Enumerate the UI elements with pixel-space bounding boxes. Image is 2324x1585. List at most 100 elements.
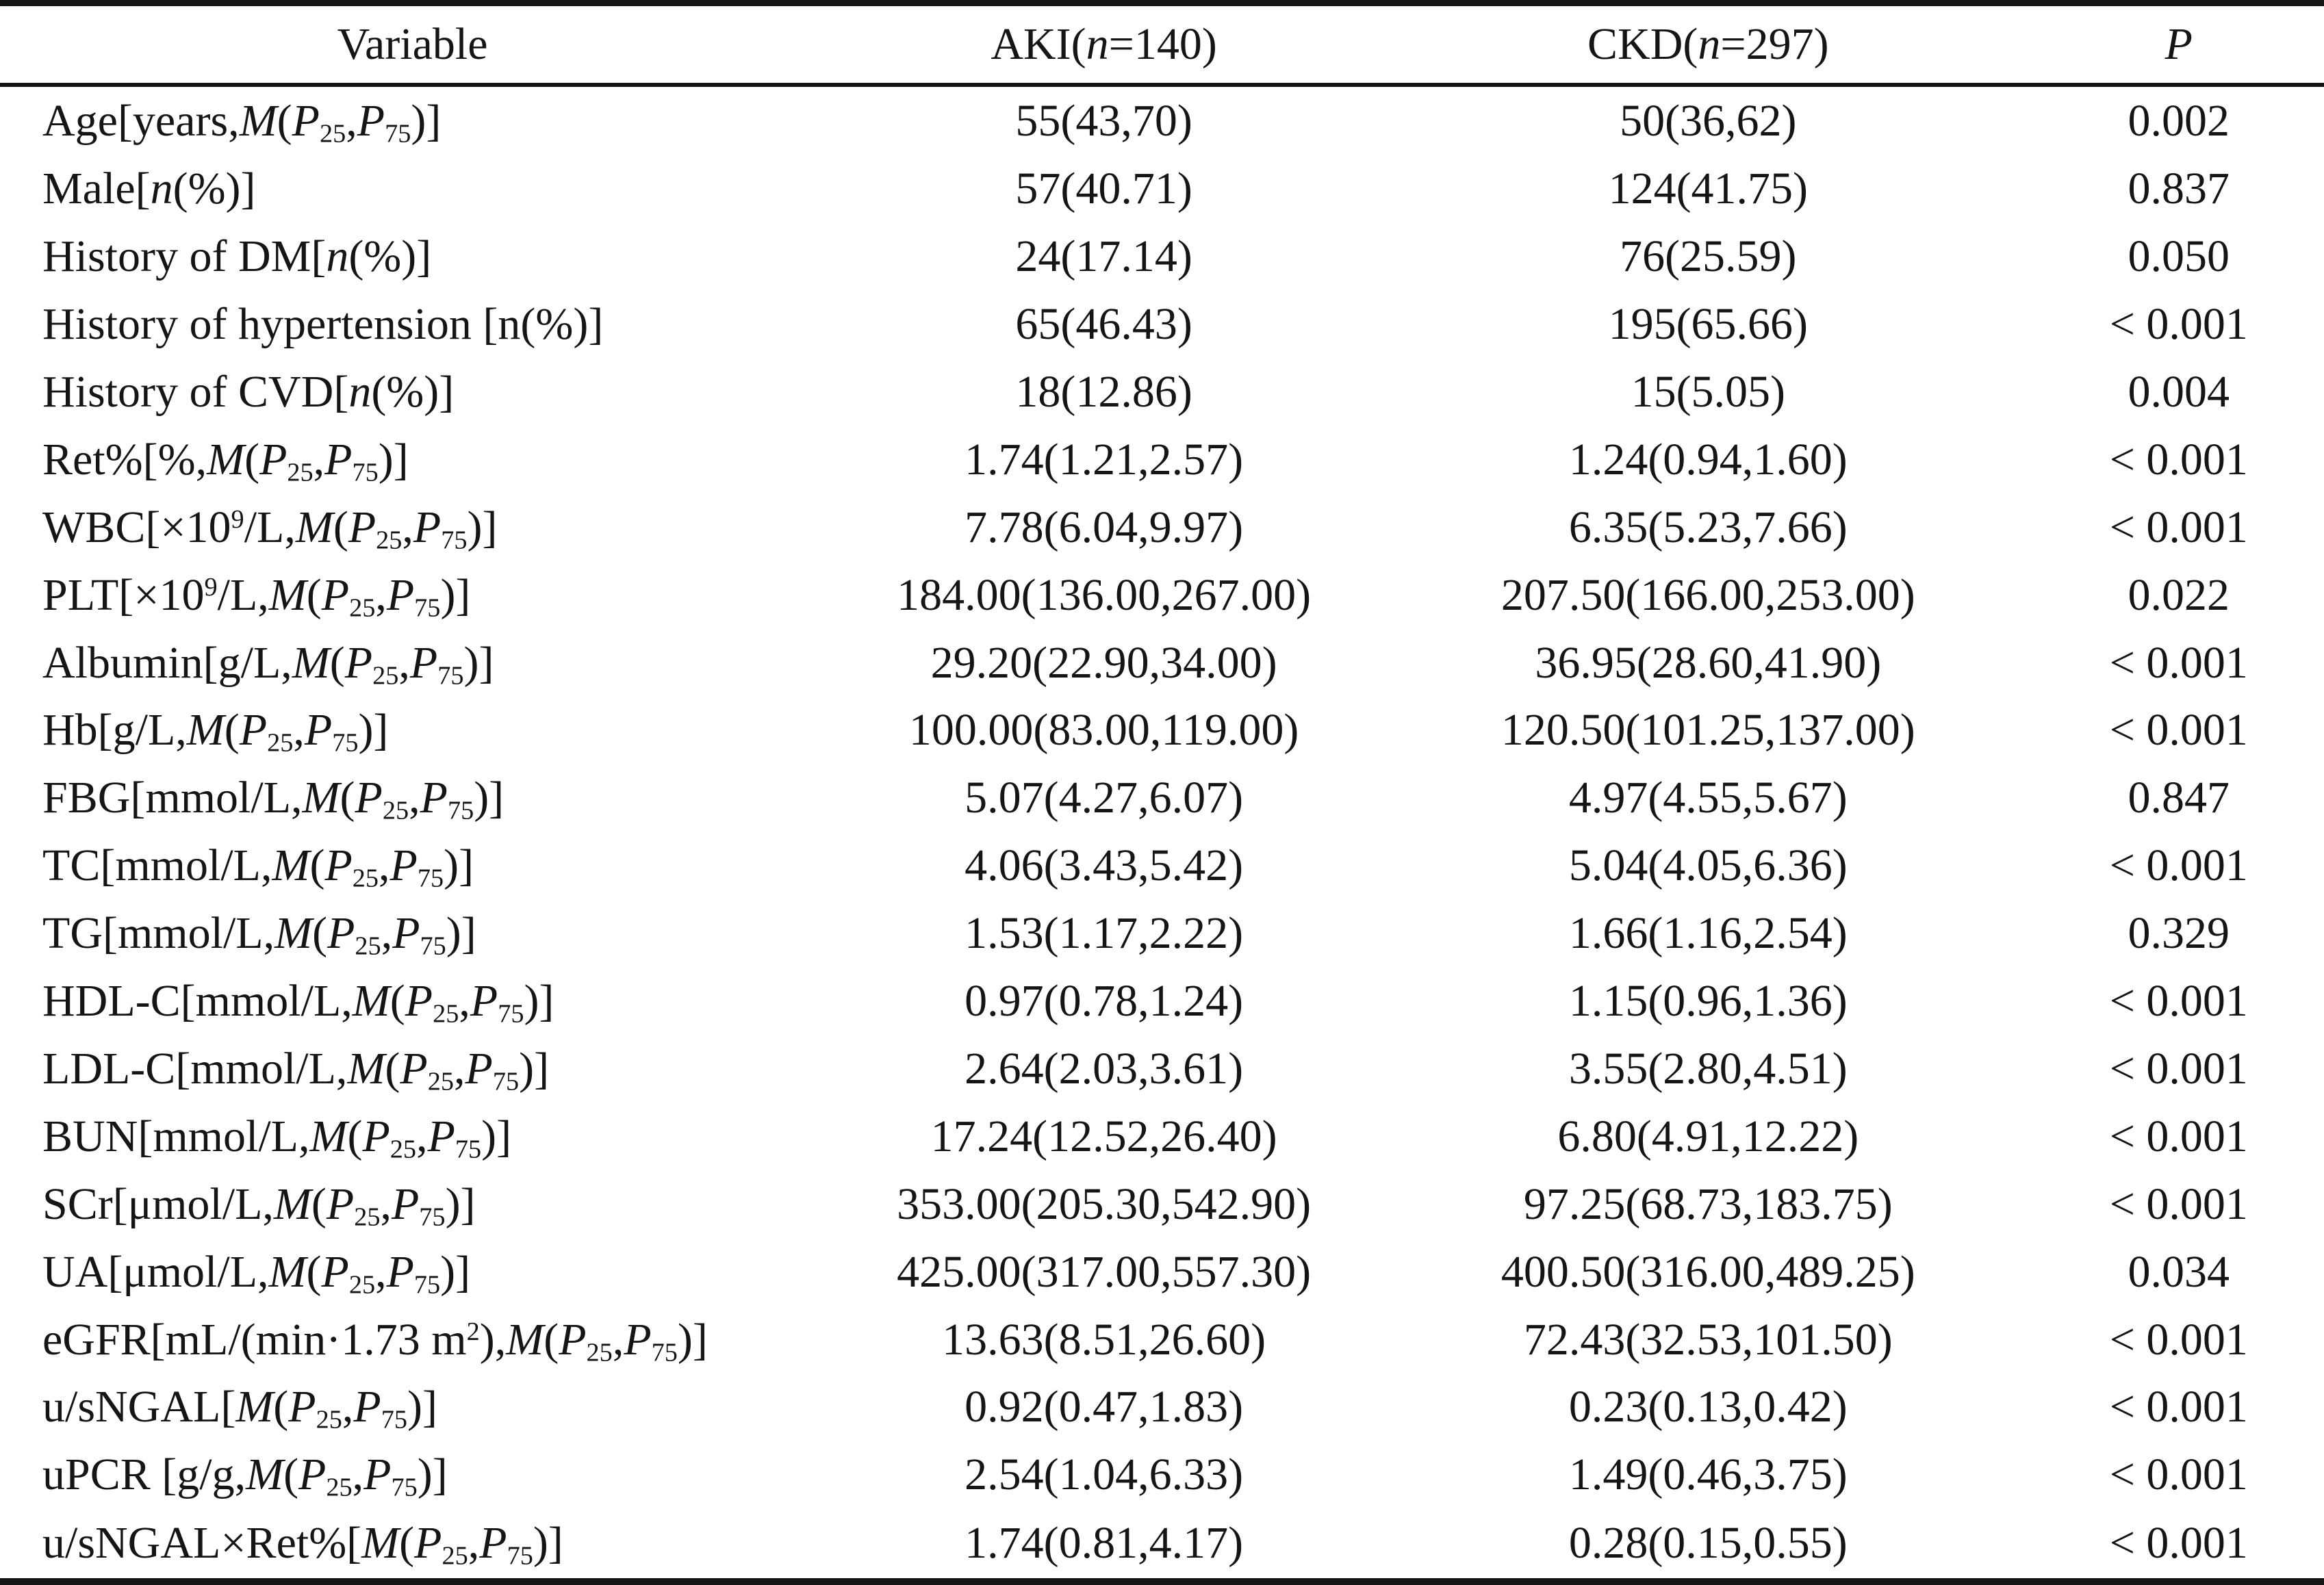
cell-ckd-value: 76(25.59) xyxy=(1620,231,1797,282)
cell-aki-value: 100.00(83.00,119.00) xyxy=(908,705,1299,756)
cell-p-value: < 0.001 xyxy=(2109,1449,2248,1500)
cell-aki-value: 2.64(2.03,3.61) xyxy=(965,1043,1244,1094)
table-row: TC[mmol/L,M(P25,P75)] 4.06(3.43,5.42) 5.04… xyxy=(0,832,2324,900)
cell-aki-value: 4.06(3.43,5.42) xyxy=(965,840,1244,891)
cell-p-value: < 0.001 xyxy=(2109,1178,2248,1229)
table-row: Hb[g/L,M(P25,P75)] 100.00(83.00,119.00) 12… xyxy=(0,697,2324,764)
cell-p-value: 0.002 xyxy=(2128,95,2230,146)
cell-ckd-value: 97.25(68.73,183.75) xyxy=(1523,1178,1893,1229)
table-row: Male[n(%)] 57(40.71) 124(41.75) 0.837 xyxy=(0,155,2324,223)
cell-ckd-value: 400.50(316.00,489.25) xyxy=(1501,1246,1915,1297)
table-header: Variable AKI(n=140) CKD(n=297) P xyxy=(0,3,2324,87)
cell-p-value: 0.847 xyxy=(2128,773,2230,823)
table-row: u/sNGAL×Ret%[M(P25,P75)] 1.74(0.81,4.17) 0… xyxy=(0,1509,2324,1582)
cell-ckd-value: 120.50(101.25,137.00) xyxy=(1501,705,1915,756)
cell-ckd-value: 207.50(166.00,253.00) xyxy=(1501,569,1915,620)
table-row: uPCR [g/g,M(P25,P75)] 2.54(1.04,6.33) 1.49… xyxy=(0,1441,2324,1509)
cell-aki-value: 7.78(6.04,9.97) xyxy=(965,502,1244,552)
cell-aki-value: 0.92(0.47,1.83) xyxy=(965,1382,1244,1432)
table-row: History of DM[n(%)] 24(17.14) 76(25.59) 0.0… xyxy=(0,223,2324,291)
table-row: History of hypertension [n(%)] 65(46.43) 1… xyxy=(0,291,2324,359)
cell-aki-value: 1.53(1.17,2.22) xyxy=(965,908,1244,959)
cell-aki-value: 65(46.43) xyxy=(1015,298,1192,349)
cell-p-value: 0.034 xyxy=(2128,1246,2230,1297)
cell-p-value: < 0.001 xyxy=(2109,1314,2248,1365)
table-row: PLT[×109/L,M(P25,P75)] 184.00(136.00,267.… xyxy=(0,561,2324,629)
table-row: SCr[μmol/L,M(P25,P75)] 353.00(205.30,542.… xyxy=(0,1171,2324,1239)
cell-p-value: < 0.001 xyxy=(2109,976,2248,1027)
cell-ckd-value: 50(36,62) xyxy=(1620,95,1797,146)
cell-variable-label: Male[n(%)] xyxy=(42,164,256,214)
cell-p-value: < 0.001 xyxy=(2109,1043,2248,1094)
cell-ckd-value: 6.80(4.91,12.22) xyxy=(1557,1111,1859,1161)
cell-aki-value: 184.00(136.00,267.00) xyxy=(897,569,1312,620)
cell-ckd-value: 1.49(0.46,3.75) xyxy=(1568,1449,1848,1500)
cell-variable-label: HDL-C[mmol/L,M(P25,P75)] xyxy=(42,976,554,1029)
cell-p-value: < 0.001 xyxy=(2109,434,2248,485)
cell-aki-value: 55(43,70) xyxy=(1015,95,1192,146)
table-row: History of CVD[n(%)] 18(12.86) 15(5.05) 0.0… xyxy=(0,359,2324,426)
cell-aki-value: 17.24(12.52,26.40) xyxy=(930,1111,1277,1161)
cell-aki-value: 24(17.14) xyxy=(1015,231,1192,282)
cell-ckd-value: 15(5.05) xyxy=(1631,366,1786,417)
cell-p-value: 0.004 xyxy=(2128,366,2230,417)
cell-p-value: 0.837 xyxy=(2128,164,2230,214)
cell-p-value: < 0.001 xyxy=(2109,298,2248,349)
cell-ckd-value: 195(65.66) xyxy=(1608,298,1809,349)
cell-ckd-value: 1.66(1.16,2.54) xyxy=(1568,908,1848,959)
table-body: Age[years,M(P25,P75)] 55(43,70) 50(36,62) 0… xyxy=(0,85,2324,1582)
cell-p-value: < 0.001 xyxy=(2109,1518,2248,1569)
cell-ckd-value: 0.23(0.13,0.42) xyxy=(1568,1382,1848,1432)
cell-aki-value: 353.00(205.30,542.90) xyxy=(897,1178,1312,1229)
cell-variable-label: uPCR [g/g,M(P25,P75)] xyxy=(42,1449,448,1502)
table-header-row: Variable AKI(n=140) CKD(n=297) P xyxy=(0,3,2324,87)
cell-variable-label: u/sNGAL[M(P25,P75)] xyxy=(42,1382,437,1435)
cell-variable-label: u/sNGAL×Ret%[M(P25,P75)] xyxy=(42,1518,563,1571)
cell-ckd-value: 5.04(4.05,6.36) xyxy=(1568,840,1848,891)
cell-variable-label: BUN[mmol/L,M(P25,P75)] xyxy=(42,1111,512,1164)
table-row: WBC[×109/L,M(P25,P75)] 7.78(6.04,9.97) 6.3… xyxy=(0,494,2324,562)
cell-variable-label: SCr[μmol/L,M(P25,P75)] xyxy=(42,1178,476,1232)
cell-aki-value: 1.74(0.81,4.17) xyxy=(965,1518,1244,1569)
cell-variable-label: TG[mmol/L,M(P25,P75)] xyxy=(42,908,476,961)
table-row: eGFR[mL/(min·1.73 m2),M(P25,P75)] 13.63(8… xyxy=(0,1306,2324,1374)
table-row: UA[μmol/L,M(P25,P75)] 425.00(317.00,557.3… xyxy=(0,1239,2324,1306)
cell-variable-label: History of CVD[n(%)] xyxy=(42,366,455,417)
cell-aki-value: 18(12.86) xyxy=(1015,366,1192,417)
cell-variable-label: Ret%[%,M(P25,P75)] xyxy=(42,434,409,487)
column-header-variable: Variable xyxy=(0,3,826,87)
column-header-p-value: P xyxy=(2033,3,2324,87)
column-header-aki-group: AKI(n=140) xyxy=(825,3,1383,87)
table-row: Ret%[%,M(P25,P75)] 1.74(1.21,2.57) 1.24(0.… xyxy=(0,426,2324,494)
table-row: Age[years,M(P25,P75)] 55(43,70) 50(36,62) 0… xyxy=(0,85,2324,155)
cell-ckd-value: 124(41.75) xyxy=(1608,164,1809,214)
cell-p-value: < 0.001 xyxy=(2109,637,2248,688)
cell-ckd-value: 36.95(28.60,41.90) xyxy=(1535,637,1882,688)
table-row: TG[mmol/L,M(P25,P75)] 1.53(1.17,2.22) 1.66… xyxy=(0,900,2324,968)
cell-ckd-value: 4.97(4.55,5.67) xyxy=(1568,773,1848,823)
cell-variable-label: FBG[mmol/L,M(P25,P75)] xyxy=(42,773,505,825)
table-row: LDL-C[mmol/L,M(P25,P75)] 2.64(2.03,3.61) 3… xyxy=(0,1035,2324,1103)
cell-p-value: < 0.001 xyxy=(2109,502,2248,552)
cell-ckd-value: 0.28(0.15,0.55) xyxy=(1568,1518,1848,1569)
cell-aki-value: 57(40.71) xyxy=(1015,164,1192,214)
cell-ckd-value: 6.35(5.23,7.66) xyxy=(1568,502,1848,552)
cell-variable-label: UA[μmol/L,M(P25,P75)] xyxy=(42,1246,471,1300)
cell-variable-label: WBC[×109/L,M(P25,P75)] xyxy=(42,502,498,555)
cell-aki-value: 13.63(8.51,26.60) xyxy=(942,1314,1266,1365)
cell-variable-label: Hb[g/L,M(P25,P75)] xyxy=(42,705,389,758)
column-header-ckd-group: CKD(n=297) xyxy=(1383,3,2034,87)
cell-variable-label: LDL-C[mmol/L,M(P25,P75)] xyxy=(42,1043,550,1096)
cell-variable-label: eGFR[mL/(min·1.73 m2),M(P25,P75)] xyxy=(42,1314,708,1367)
cell-ckd-value: 1.24(0.94,1.60) xyxy=(1568,434,1848,485)
table-row: Albumin[g/L,M(P25,P75)] 29.20(22.90,34.00… xyxy=(0,629,2324,697)
cell-p-value: < 0.001 xyxy=(2109,840,2248,891)
cell-p-value: 0.329 xyxy=(2128,908,2230,959)
cell-p-value: 0.050 xyxy=(2128,231,2230,282)
cell-variable-label: PLT[×109/L,M(P25,P75)] xyxy=(42,569,471,623)
table-row: FBG[mmol/L,M(P25,P75)] 5.07(4.27,6.07) 4.9… xyxy=(0,764,2324,832)
cell-aki-value: 1.74(1.21,2.57) xyxy=(965,434,1244,485)
cell-aki-value: 29.20(22.90,34.00) xyxy=(930,637,1277,688)
cell-variable-label: TC[mmol/L,M(P25,P75)] xyxy=(42,840,474,893)
